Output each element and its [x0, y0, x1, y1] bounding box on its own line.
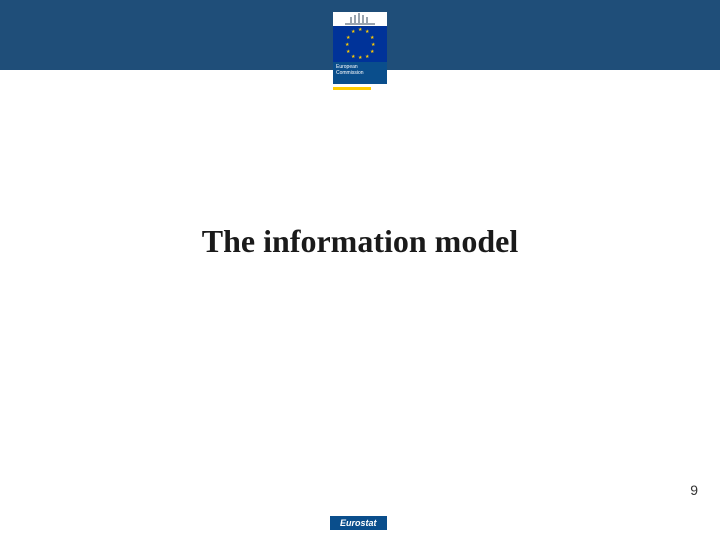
logo-underline — [333, 87, 371, 90]
logo-org-line2: Commission — [336, 70, 384, 76]
page-number: 9 — [690, 482, 698, 498]
ec-logo: ★ ★ ★ ★ ★ ★ ★ ★ ★ ★ ★ ★ European Commiss… — [333, 12, 387, 90]
logo-org-name: European Commission — [333, 62, 387, 84]
eu-flag-icon: ★ ★ ★ ★ ★ ★ ★ ★ ★ ★ ★ ★ — [333, 26, 387, 62]
footer-tag: Eurostat — [330, 516, 387, 530]
slide: ★ ★ ★ ★ ★ ★ ★ ★ ★ ★ ★ ★ European Commiss… — [0, 0, 720, 540]
slide-title: The information model — [0, 223, 720, 260]
logo-building-icon — [333, 12, 387, 26]
